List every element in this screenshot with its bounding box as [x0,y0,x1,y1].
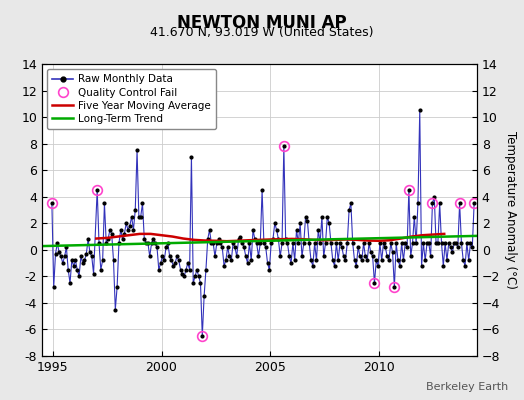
Text: 41.670 N, 93.019 W (United States): 41.670 N, 93.019 W (United States) [150,26,374,39]
Text: Berkeley Earth: Berkeley Earth [426,382,508,392]
Legend: Raw Monthly Data, Quality Control Fail, Five Year Moving Average, Long-Term Tren: Raw Monthly Data, Quality Control Fail, … [47,69,216,129]
Y-axis label: Temperature Anomaly (°C): Temperature Anomaly (°C) [504,131,517,289]
Text: NEWTON MUNI AP: NEWTON MUNI AP [177,14,347,32]
